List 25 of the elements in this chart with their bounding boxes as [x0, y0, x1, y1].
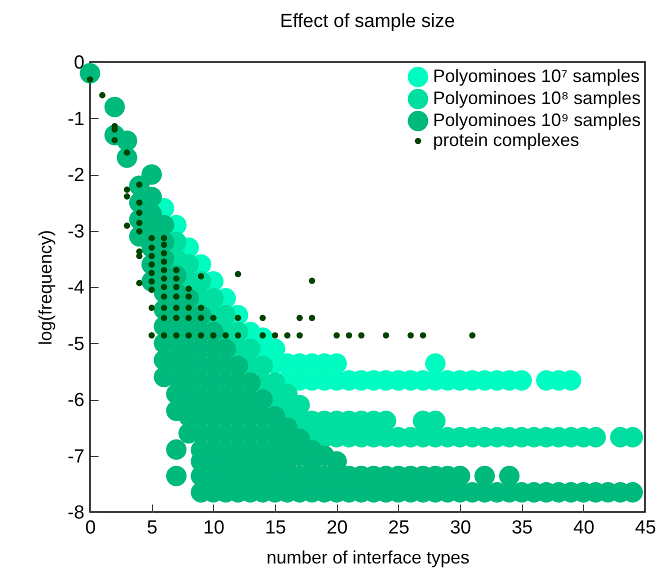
x-tick-label: 45 [634, 518, 656, 538]
y-tick-label: -8 [68, 502, 84, 524]
y-tick-label: -2 [68, 165, 84, 186]
y-axis-title: log(frequency) [36, 230, 56, 346]
y-tick-label: -4 [68, 278, 85, 298]
x-tick-label: 20 [326, 518, 348, 538]
y-tick-label: -5 [68, 334, 84, 355]
x-tick-label: 40 [573, 518, 594, 538]
x-axis-title: number of interface types [266, 548, 470, 568]
chart-title: Effect of sample size [280, 11, 455, 32]
y-tick-label: -6 [68, 390, 84, 411]
x-tick-label: 35 [512, 518, 533, 538]
y-tick-label: -1 [68, 108, 84, 130]
y-tick-label: -7 [68, 446, 84, 468]
legend-label: Polyominoes 10⁹ samples [433, 110, 641, 130]
legend-label: Polyominoes 10⁸ samples [433, 88, 641, 108]
x-tick-label: 15 [264, 518, 286, 538]
x-tick-label: 30 [450, 518, 472, 538]
x-tick-label: 10 [203, 518, 224, 538]
x-tick-label: 25 [388, 518, 410, 538]
x-tick-label: 5 [146, 518, 158, 538]
legend-label: protein complexes [433, 130, 580, 150]
legend-label: Polyominoes 10⁷ samples [433, 66, 640, 86]
y-tick-label: 0 [74, 52, 84, 74]
y-tick-label: -3 [68, 221, 84, 242]
